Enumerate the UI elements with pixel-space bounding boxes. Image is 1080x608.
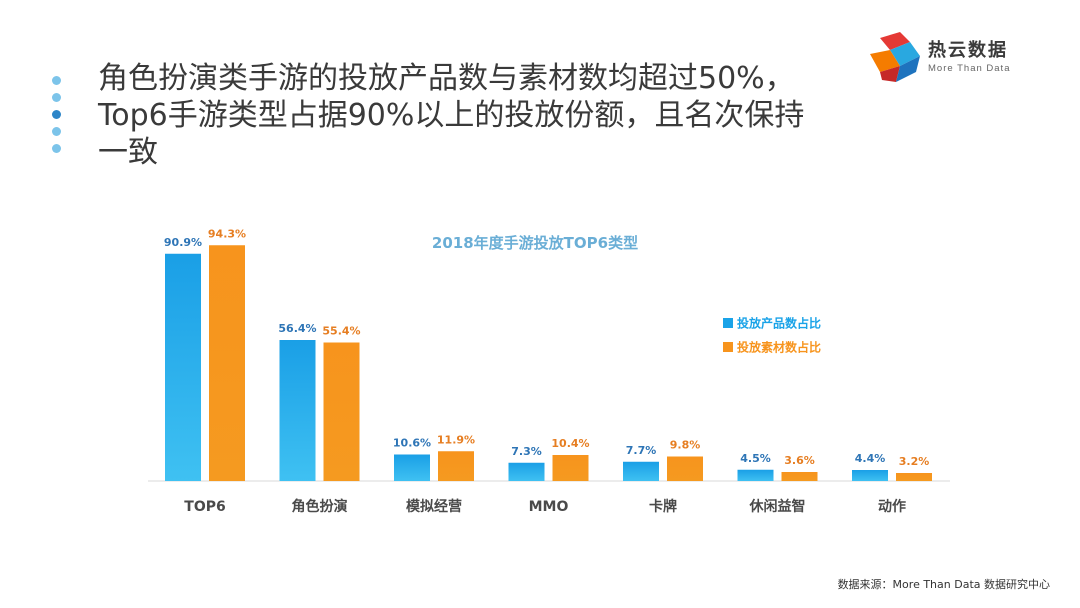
source-note: 数据来源：More Than Data 数据研究中心 <box>837 578 1050 591</box>
data-label: 10.4% <box>551 437 589 450</box>
data-label: 55.4% <box>322 325 360 338</box>
category-label: 动作 <box>878 498 906 515</box>
data-label: 90.9% <box>164 236 202 249</box>
bullet-dot <box>52 110 61 119</box>
data-label: 7.3% <box>511 445 542 458</box>
category-label: 模拟经营 <box>406 498 462 515</box>
logo-tagline: More Than Data <box>928 63 1011 74</box>
bullet-dot <box>52 144 61 153</box>
legend-label: 投放产品数占比 <box>737 316 821 331</box>
bar-product-3 <box>508 462 545 481</box>
legend-swatch <box>723 318 733 328</box>
bar-creative-5 <box>781 472 818 481</box>
category-label: 休闲益智 <box>749 498 806 515</box>
legend-swatch <box>723 342 733 352</box>
bar-product-5 <box>737 469 774 481</box>
bar-creative-2 <box>438 451 474 481</box>
headline: 角色扮演类手游的投放产品数与素材数均超过50%，Top6手游类型占据90%以上的… <box>98 61 805 170</box>
data-label: 3.2% <box>899 455 930 468</box>
legend-label: 投放素材数占比 <box>737 340 821 355</box>
bullet-dots <box>52 76 66 161</box>
data-label: 11.9% <box>437 433 475 446</box>
data-label: 9.8% <box>670 439 701 452</box>
bar-creative-3 <box>552 455 589 481</box>
brand-logo: 热云数据 More Than Data <box>866 28 1046 88</box>
bar-creative-4 <box>667 456 703 481</box>
data-label: 10.6% <box>393 437 431 450</box>
logo-name: 热云数据 <box>928 40 1008 61</box>
bar-creative-1 <box>323 342 360 481</box>
bullet-dot <box>52 127 61 136</box>
bar-product-4 <box>623 461 659 481</box>
data-label: 4.4% <box>855 452 886 465</box>
category-label: 角色扮演 <box>292 498 348 515</box>
bar-product-1 <box>279 340 316 481</box>
category-label: 卡牌 <box>649 498 677 515</box>
bar-creative-6 <box>896 473 932 481</box>
bar-creative-0 <box>209 245 245 481</box>
bullet-dot <box>52 76 61 85</box>
bullet-dot <box>52 93 61 102</box>
chart-title: 2018年度手游投放TOP6类型 <box>432 234 638 252</box>
bar-product-0 <box>165 253 201 481</box>
bar-product-6 <box>852 470 888 481</box>
category-label: TOP6 <box>184 499 225 515</box>
data-label: 7.7% <box>626 444 657 457</box>
category-label: MMO <box>529 499 569 515</box>
data-label: 94.3% <box>208 227 246 240</box>
data-label: 3.6% <box>784 454 815 467</box>
cube-logo-icon <box>870 32 920 82</box>
data-label: 56.4% <box>278 322 316 335</box>
bar-product-2 <box>394 454 430 481</box>
data-label: 4.5% <box>740 452 771 465</box>
